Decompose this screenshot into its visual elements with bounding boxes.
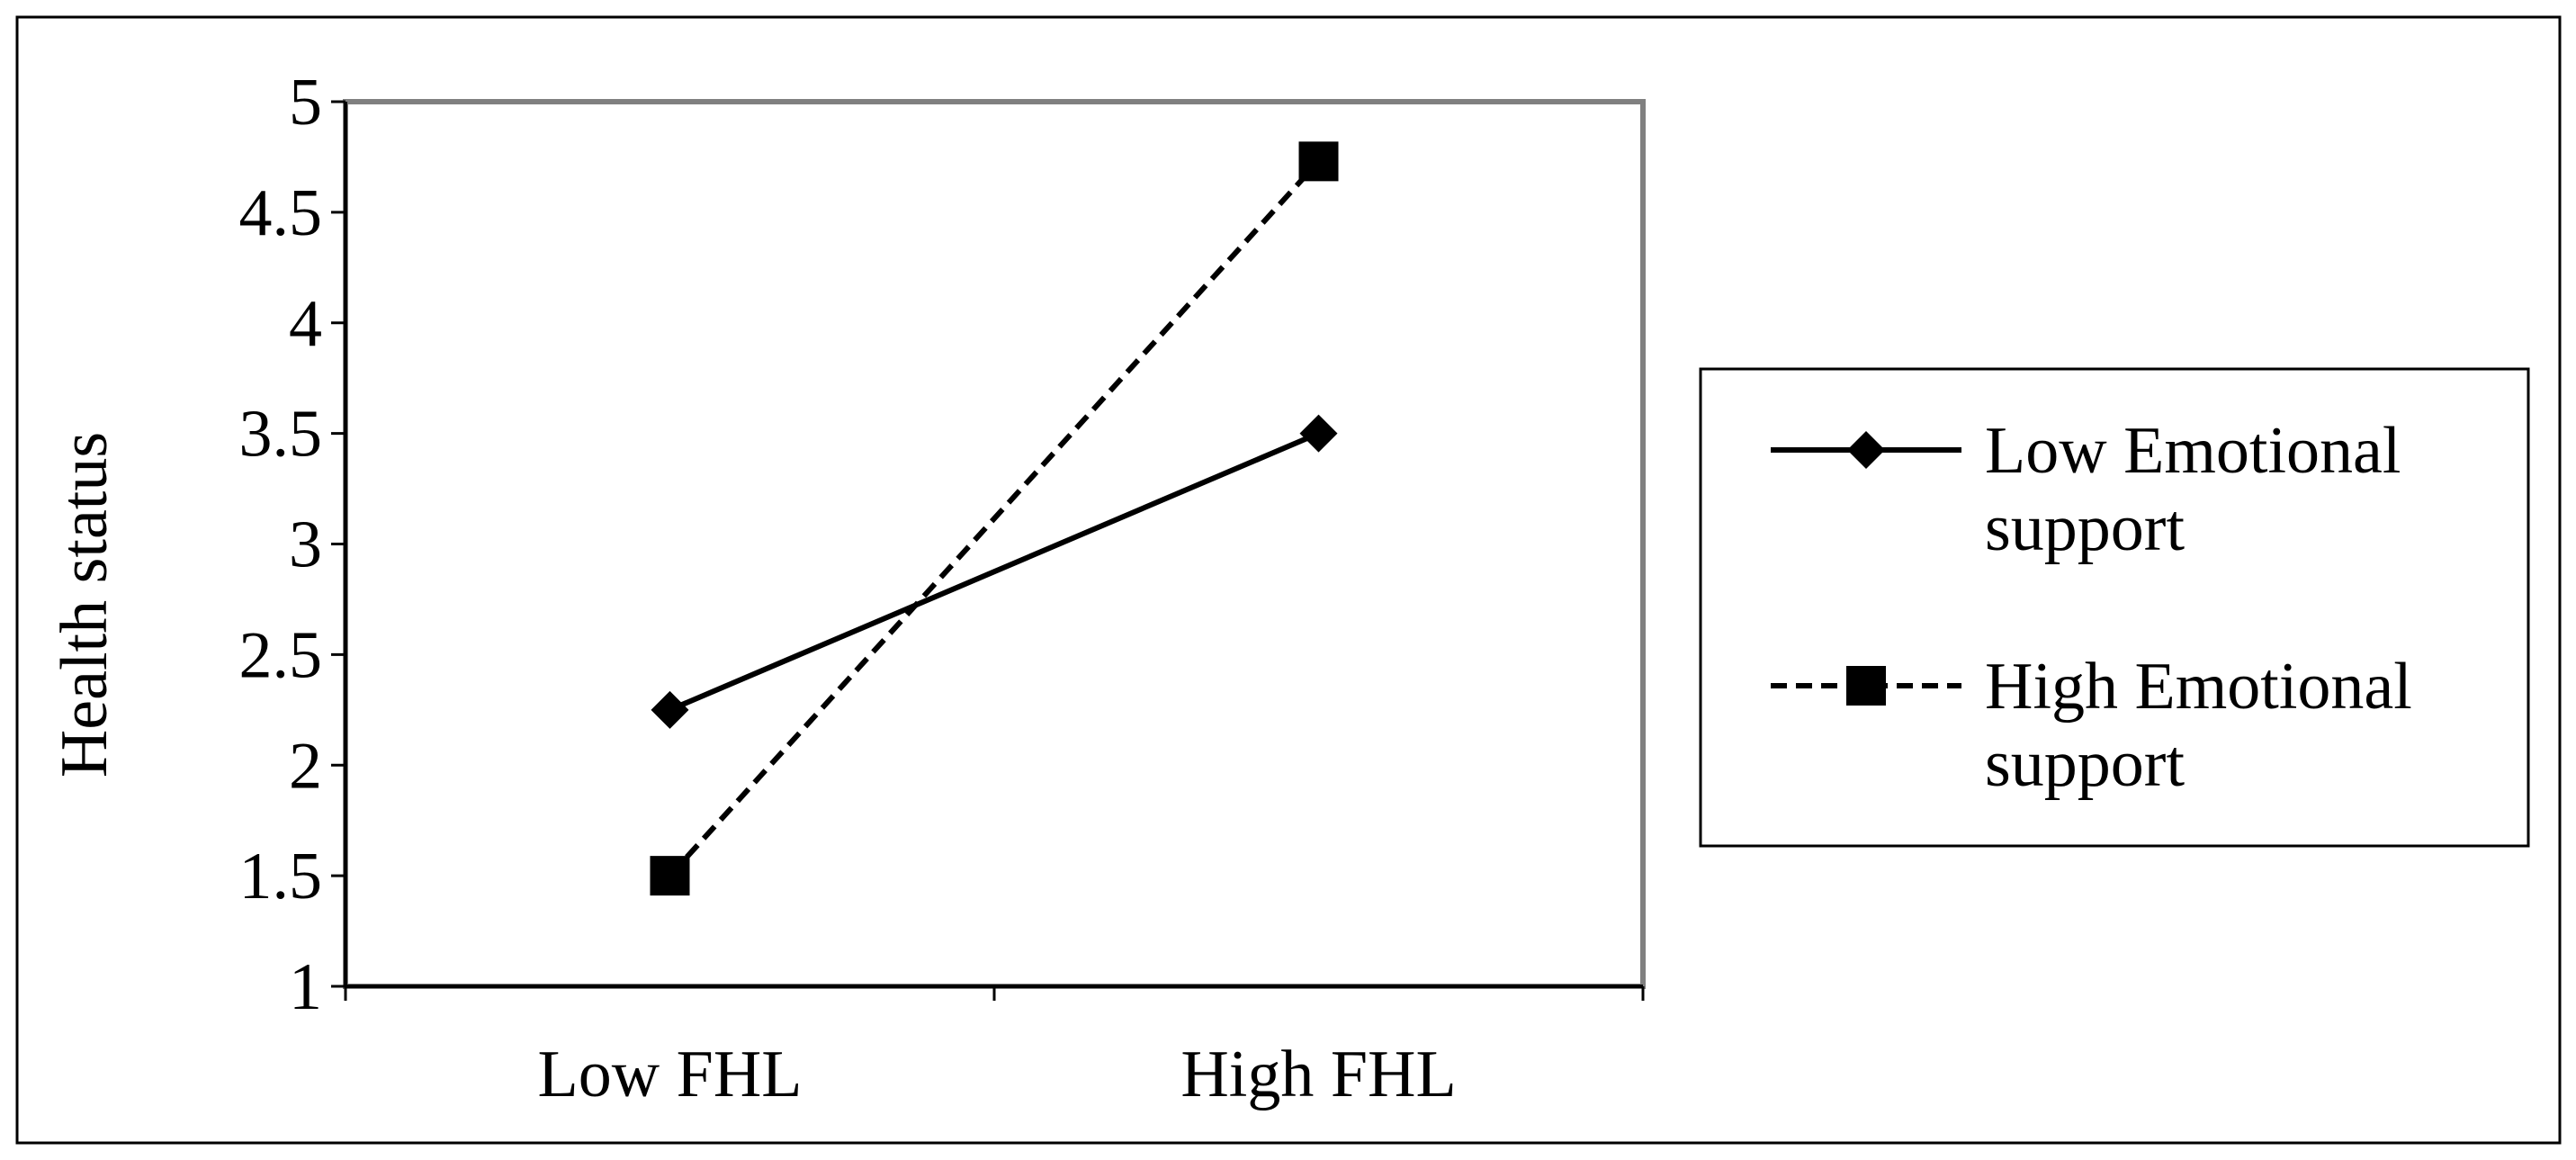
y-tick-label: 2.5 <box>239 618 323 692</box>
data-point <box>650 856 690 896</box>
series-line <box>668 159 1321 878</box>
x-axis: Low FHL High FHL <box>344 985 1645 1111</box>
data-point <box>1299 414 1338 453</box>
legend-marker <box>1847 431 1885 469</box>
legend-label: High Emotional <box>1985 650 2412 724</box>
y-tick-label: 4.5 <box>239 176 323 250</box>
y-tick-label: 5 <box>289 66 322 139</box>
y-tick-label: 2 <box>289 729 322 803</box>
legend-label: Low Emotional <box>1985 414 2401 488</box>
plot-border <box>343 99 1646 989</box>
y-tick-label: 4 <box>289 287 322 361</box>
data-point <box>1298 141 1339 182</box>
series-layer <box>650 141 1339 896</box>
series-line <box>669 430 1320 713</box>
legend-label: support <box>1985 491 2185 565</box>
y-tick-label: 1 <box>289 950 322 1024</box>
data-point <box>651 690 689 729</box>
y-tick-label: 3 <box>289 508 322 582</box>
y-axis: 1 1.5 2 2.5 3 3.5 4 4.5 5 <box>239 66 347 1024</box>
legend-marker <box>1846 666 1886 706</box>
y-axis-title: Health status <box>48 432 121 778</box>
x-tick-label: High FHL <box>1180 1038 1456 1111</box>
y-tick-label: 3.5 <box>239 398 323 472</box>
x-tick-label: Low FHL <box>538 1038 803 1111</box>
series-2 <box>650 141 1339 896</box>
legend-label: support <box>1985 727 2185 801</box>
y-tick-label: 1.5 <box>239 840 323 913</box>
plot-area <box>343 99 1646 989</box>
series-1 <box>651 414 1338 729</box>
